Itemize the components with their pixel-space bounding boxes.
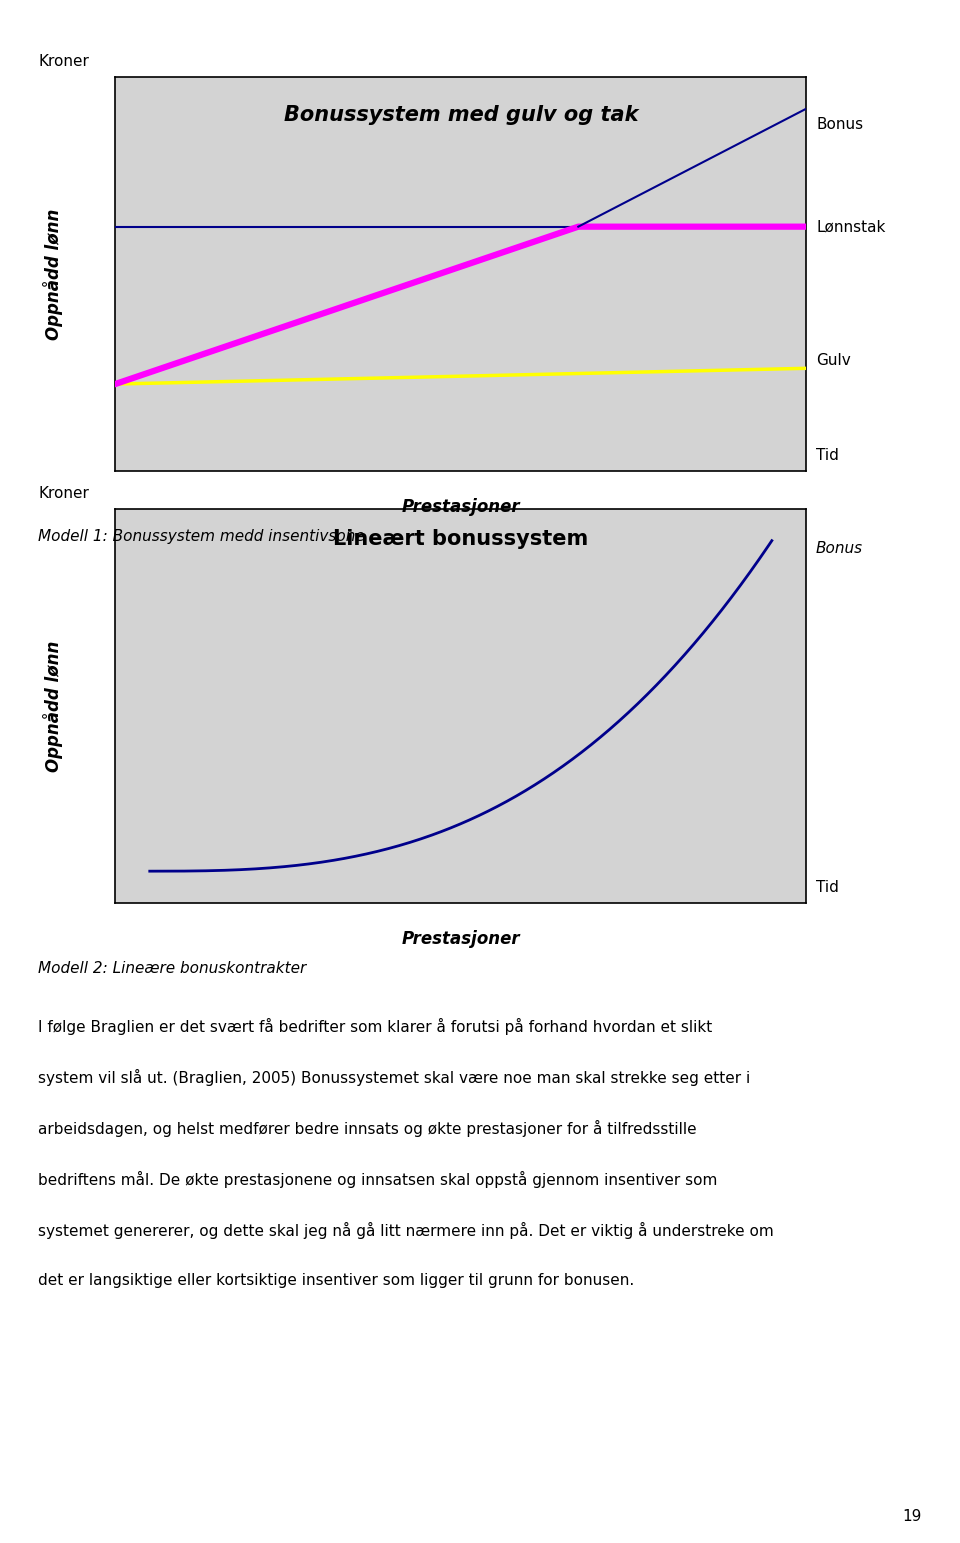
Text: Prestasjoner: Prestasjoner	[401, 498, 520, 517]
Text: Tid: Tid	[816, 880, 839, 895]
Text: Tid: Tid	[816, 447, 839, 463]
Text: arbeidsdagen, og helst medfører bedre innsats og økte prestasjoner for å tilfred: arbeidsdagen, og helst medfører bedre in…	[38, 1120, 697, 1137]
Text: system vil slå ut. (Braglien, 2005) Bonussystemet skal være noe man skal strekke: system vil slå ut. (Braglien, 2005) Bonu…	[38, 1069, 751, 1086]
Text: Gulv: Gulv	[816, 353, 851, 367]
Text: Kroner: Kroner	[38, 486, 89, 501]
Text: Bonus: Bonus	[816, 542, 863, 555]
Text: bedriftens mål. De økte prestasjonene og innsatsen skal oppstå gjennom insentive: bedriftens mål. De økte prestasjonene og…	[38, 1171, 718, 1188]
Text: systemet genererer, og dette skal jeg nå gå litt nærmere inn på. Det er viktig å: systemet genererer, og dette skal jeg nå…	[38, 1222, 774, 1239]
Text: Modell 2: Lineære bonuskontrakter: Modell 2: Lineære bonuskontrakter	[38, 961, 306, 977]
Text: Kroner: Kroner	[38, 54, 89, 69]
Text: Oppnådd lønn: Oppnådd lønn	[43, 208, 62, 339]
Text: Lineært bonussystem: Lineært bonussystem	[333, 529, 588, 549]
Text: Modell 1: Bonussystem medd insentivsone: Modell 1: Bonussystem medd insentivsone	[38, 529, 365, 545]
Text: Prestasjoner: Prestasjoner	[401, 930, 520, 949]
Text: I følge Braglien er det svært få bedrifter som klarer å forutsi på forhand hvord: I følge Braglien er det svært få bedrift…	[38, 1018, 712, 1035]
Text: 19: 19	[902, 1509, 922, 1524]
Text: Oppnådd lønn: Oppnådd lønn	[43, 640, 62, 772]
Text: det er langsiktige eller kortsiktige insentiver som ligger til grunn for bonusen: det er langsiktige eller kortsiktige ins…	[38, 1273, 635, 1288]
Text: Lønnstak: Lønnstak	[816, 219, 885, 235]
Text: Bonussystem med gulv og tak: Bonussystem med gulv og tak	[283, 105, 638, 125]
Text: Bonus: Bonus	[816, 117, 863, 131]
